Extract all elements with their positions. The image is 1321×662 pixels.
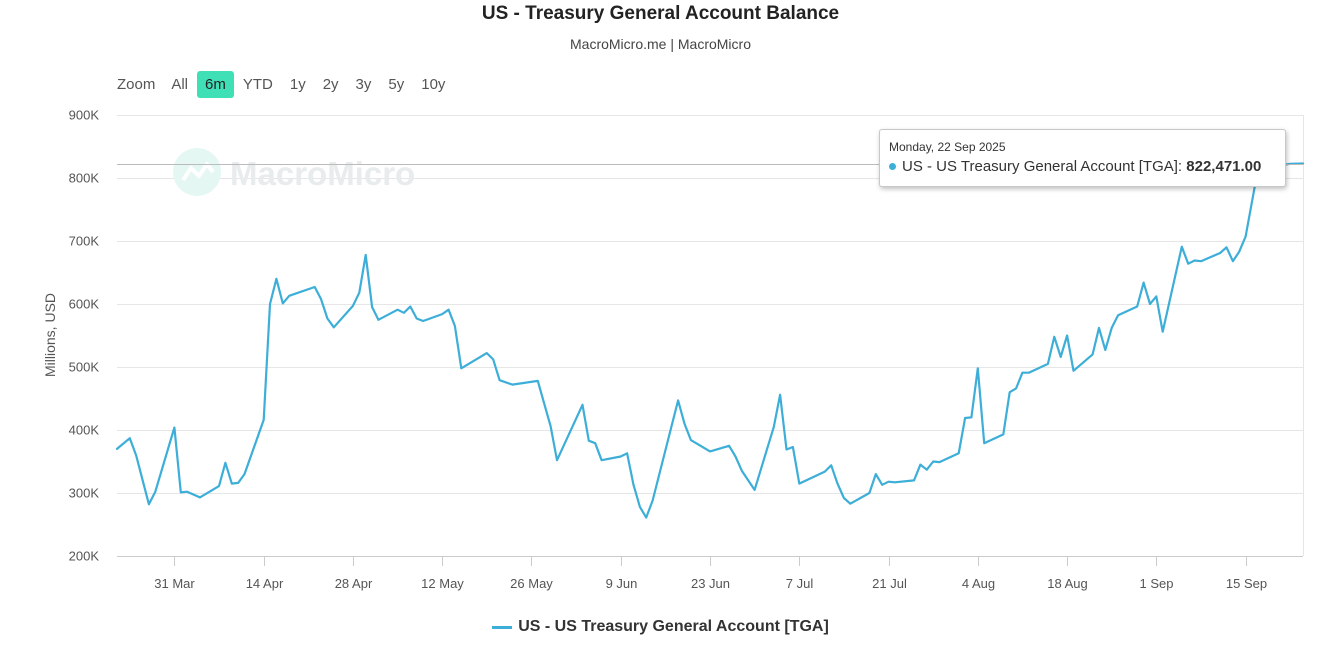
legend-label[interactable]: US - US Treasury General Account [TGA] xyxy=(518,618,829,635)
zoom-label: Zoom xyxy=(117,76,156,93)
x-tick-label: 1 Sep xyxy=(1140,576,1174,591)
y-tick-label: 700K xyxy=(69,234,100,249)
zoom-button-6m[interactable]: 6m xyxy=(197,71,234,98)
x-tick-label: 14 Apr xyxy=(246,576,284,591)
y-axis: 200K 300K 400K 500K 600K 700K 800K 900K xyxy=(69,108,100,564)
watermark-text: MacroMicro xyxy=(230,155,415,192)
series-group xyxy=(115,162,1305,519)
zoom-button-1y[interactable]: 1y xyxy=(289,76,306,93)
zoom-button-5y[interactable]: 5y xyxy=(388,76,405,93)
y-tick-label: 400K xyxy=(69,423,100,438)
x-tick-label: 15 Sep xyxy=(1226,576,1267,591)
tooltip-series-label: US - US Treasury General Account [TGA]: xyxy=(902,158,1183,175)
x-axis: 31 Mar 14 Apr 28 Apr 12 May 26 May 9 Jun 23 Ju… xyxy=(154,556,1267,591)
y-tick-label: 300K xyxy=(69,486,100,501)
chart-subtitle: MacroMicro.me | MacroMicro xyxy=(570,36,751,52)
zoom-button-10y[interactable]: 10y xyxy=(421,76,446,93)
y-tick-label: 800K xyxy=(69,171,100,186)
zoom-button-3y[interactable]: 3y xyxy=(355,76,372,93)
zoom-button-all[interactable]: All xyxy=(171,76,189,93)
chart-title: US - Treasury General Account Balance xyxy=(481,3,840,24)
watermark-logo-mark-icon xyxy=(181,162,215,182)
zoom-button-ytd[interactable]: YTD xyxy=(242,76,273,93)
x-tick-label: 21 Jul xyxy=(872,576,907,591)
x-tick-label: 26 May xyxy=(510,576,553,591)
zoom-bar: Zoom All 6m YTD 1y 2y 3y 5y 10y xyxy=(111,71,454,98)
x-tick-label: 18 Aug xyxy=(1047,576,1088,591)
tooltip-series-dot-icon xyxy=(889,162,896,170)
y-tick-label: 600K xyxy=(69,297,100,312)
tooltip-row: US - US Treasury General Account [TGA]: … xyxy=(889,158,1261,175)
tooltip-value: 822,471.00 xyxy=(1186,158,1262,175)
x-tick-label: 12 May xyxy=(421,576,464,591)
watermark: MacroMicro xyxy=(173,148,415,196)
y-tick-label: 900K xyxy=(69,108,100,123)
x-tick-label: 4 Aug xyxy=(962,576,995,591)
tooltip: Monday, 22 Sep 2025 US - US Treasury Gen… xyxy=(879,129,1286,187)
x-tick-label: 31 Mar xyxy=(154,576,195,591)
x-tick-label: 9 Jun xyxy=(606,576,638,591)
legend[interactable]: US - US Treasury General Account [TGA] xyxy=(0,618,1321,636)
y-tick-label: 500K xyxy=(69,360,100,375)
tooltip-date: Monday, 22 Sep 2025 xyxy=(889,140,1006,154)
zoom-button-2y[interactable]: 2y xyxy=(322,76,339,93)
legend-line-icon xyxy=(492,625,513,629)
y-axis-title: Millions, USD xyxy=(42,293,58,377)
series-line xyxy=(115,162,1305,519)
x-tick-label: 23 Jun xyxy=(691,576,730,591)
x-tick-label: 28 Apr xyxy=(335,576,373,591)
x-tick-label: 7 Jul xyxy=(786,576,814,591)
y-tick-label: 200K xyxy=(69,549,100,564)
